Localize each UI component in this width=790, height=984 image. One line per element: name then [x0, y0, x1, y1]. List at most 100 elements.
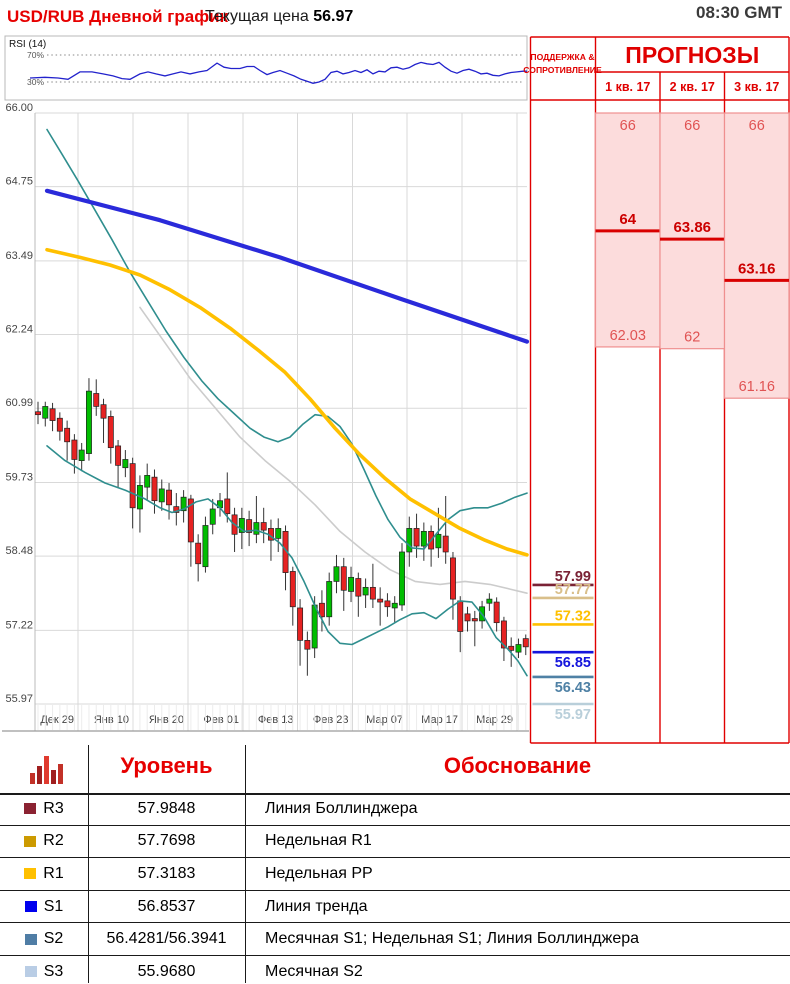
- candle-up: [238, 518, 245, 533]
- report-header: USD/RUB Дневной график Текущая цена 56.9…: [0, 0, 790, 33]
- candle-down: [413, 528, 420, 547]
- level-name: R2: [0, 826, 88, 858]
- level-column-header: Уровень: [120, 753, 213, 778]
- level-swatch: [24, 966, 37, 978]
- candle-down: [304, 640, 311, 650]
- rsi-level-label: 70%: [27, 50, 44, 60]
- bar-chart-icon: [30, 756, 63, 784]
- y-axis-tick: 62.24: [5, 324, 33, 336]
- candle-up: [435, 533, 442, 549]
- candle-down: [224, 498, 231, 515]
- x-axis-tick: Янв 10: [94, 714, 129, 726]
- rsi-level-label: 30%: [27, 77, 44, 87]
- x-axis-tick: Мар 17: [421, 714, 458, 726]
- level-swatch: [24, 835, 37, 847]
- levels-table: Уровень Обоснование R3 57.9848 Линия Бол…: [0, 745, 790, 983]
- candle-up: [486, 598, 493, 604]
- forecast-low-label: 62.03: [610, 328, 646, 344]
- level-reason: Линия тренда: [265, 897, 368, 915]
- table-row: S3 55.9680 Месячная S2: [0, 956, 790, 984]
- candle-down: [318, 602, 325, 618]
- forecast-low-label: 62: [684, 330, 700, 346]
- candle-up: [406, 528, 413, 553]
- candle-down: [151, 476, 158, 502]
- candle-up: [180, 496, 187, 512]
- forecast-high-label: 66: [620, 118, 636, 134]
- x-axis-tick: Мар 07: [366, 714, 403, 726]
- candle-down: [377, 598, 384, 603]
- candle-up: [122, 459, 129, 469]
- candle-down: [355, 578, 362, 597]
- candle-up: [78, 449, 85, 461]
- candle-up: [326, 581, 333, 618]
- level-name: R1: [0, 858, 88, 890]
- candle-down: [129, 463, 136, 509]
- y-axis-tick: 63.49: [5, 250, 33, 262]
- current-price-label: Текущая цена: [205, 8, 309, 25]
- candle-down: [384, 600, 391, 608]
- sr-level-label: 55.97: [555, 707, 591, 723]
- sma20-line: [139, 306, 528, 595]
- table-row: R3 57.9848 Линия Боллинджера: [0, 793, 790, 826]
- table-row: S2 56.4281/56.3941 Месячная S1; Недельна…: [0, 923, 790, 956]
- candle-up: [311, 604, 318, 649]
- candle-down: [187, 498, 194, 543]
- candle-up: [348, 576, 354, 592]
- y-axis-tick: 64.75: [5, 176, 33, 188]
- candle-down: [64, 427, 71, 443]
- candle-down: [260, 522, 267, 531]
- candle-down: [340, 566, 347, 591]
- table-row: R2 57.7698 Недельная R1: [0, 826, 790, 859]
- candle-down: [49, 408, 56, 421]
- candle-down: [115, 445, 122, 466]
- candle-up: [144, 475, 151, 488]
- candle-up: [42, 406, 49, 419]
- candle-down: [450, 557, 456, 600]
- sr-level-label: 57.77: [555, 582, 591, 598]
- trend-line: [44, 188, 530, 344]
- reason-column-header: Обоснование: [443, 753, 592, 778]
- forecast-quarter-header: 1 кв. 17: [605, 80, 650, 94]
- candle-down: [297, 607, 304, 641]
- level-swatch: [24, 868, 37, 880]
- candle-down: [35, 411, 41, 416]
- rsi-line: [29, 61, 527, 84]
- bollinger-lower-line: [46, 445, 528, 677]
- level-reason: Месячная S1; Недельная S1; Линия Боллинд…: [265, 930, 640, 948]
- candle-up: [333, 566, 340, 582]
- level-swatch: [24, 901, 37, 913]
- level-reason: Недельная R1: [265, 832, 372, 850]
- candle-down: [289, 571, 296, 608]
- x-axis-tick: Дек 29: [40, 714, 74, 726]
- x-axis-tick: Фев 13: [258, 714, 294, 726]
- level-value: 57.7698: [137, 832, 196, 850]
- y-axis-tick: 59.73: [5, 471, 33, 483]
- candle-down: [464, 613, 471, 622]
- candle-down: [195, 542, 202, 565]
- table-column-divider: [88, 745, 89, 983]
- candle-up: [158, 488, 165, 503]
- y-axis-tick: 60.99: [5, 397, 33, 409]
- level-name: S3: [0, 956, 88, 984]
- support-resistance-label: СОПРОТИВЛЕНИЕ: [523, 65, 602, 75]
- ma-yellow-line: [45, 247, 529, 557]
- forecast-value-label: 64: [619, 211, 636, 228]
- candle-down: [166, 489, 172, 506]
- candle-down: [71, 439, 78, 460]
- forecast-range-box: [659, 112, 726, 350]
- y-axis-tick: 66.00: [5, 102, 33, 114]
- level-swatch: [24, 933, 37, 945]
- sr-level-label: 57.99: [555, 569, 591, 585]
- candle-down: [508, 645, 515, 651]
- forecast-low-label: 61.16: [739, 379, 775, 395]
- candle-down: [56, 417, 63, 432]
- candle-up: [275, 528, 282, 539]
- candle-up: [515, 644, 522, 653]
- candle-down: [500, 620, 507, 649]
- y-axis-tick: 55.97: [5, 693, 33, 705]
- x-axis-tick: Фев 01: [203, 714, 239, 726]
- level-swatch: [24, 803, 37, 815]
- level-reason: Месячная S2: [265, 962, 363, 980]
- candle-down: [471, 618, 478, 622]
